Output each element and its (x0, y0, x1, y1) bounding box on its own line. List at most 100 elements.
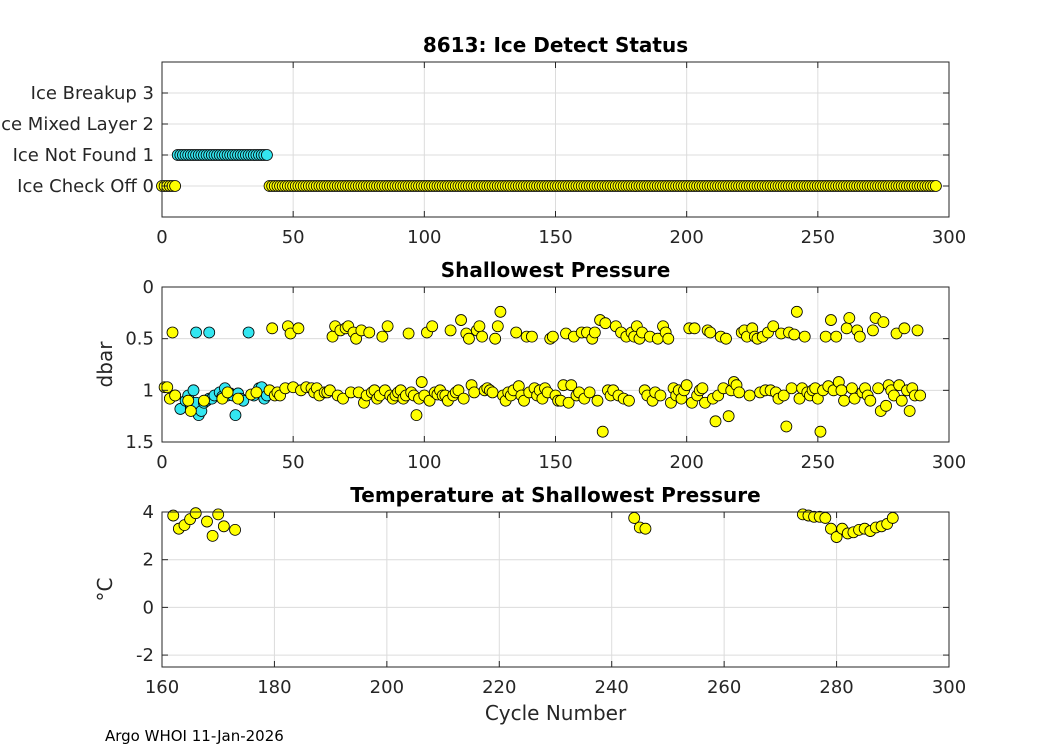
ice-detect-status-panel: 0 50 100 150 200 250 300 Ice Check Off 0 Ice Not… (0, 33, 966, 248)
data-point (376, 330, 389, 343)
plot-area (162, 512, 949, 667)
x-tick-label: 50 (282, 452, 305, 473)
y-tick-label: Ice Mixed Layer 2 (0, 114, 154, 135)
data-point (203, 326, 216, 339)
data-point (167, 509, 180, 522)
data-point (838, 394, 850, 407)
data-point (363, 326, 376, 339)
data-point (565, 379, 578, 392)
data-point (788, 328, 801, 341)
data-point (780, 420, 793, 433)
data-point (864, 394, 877, 407)
x-tick-label: 0 (156, 452, 167, 473)
data-point (583, 386, 596, 399)
data-point (489, 332, 502, 345)
data-point (198, 394, 210, 407)
data-point (819, 512, 832, 524)
data-point (662, 332, 675, 345)
data-point (169, 389, 182, 402)
y-tick-label: -2 (136, 645, 154, 666)
panel-title: Temperature at Shallowest Pressure (350, 483, 760, 507)
data-point (867, 324, 879, 337)
data-point (654, 389, 667, 402)
data-point (767, 320, 780, 333)
data-point (743, 389, 756, 402)
data-point (777, 389, 790, 402)
data-point (843, 312, 856, 324)
data-point (266, 322, 279, 335)
y-tick-label: 2 (143, 550, 154, 571)
data-point (423, 394, 436, 407)
x-tick-label: 100 (407, 227, 441, 248)
data-point (217, 520, 230, 533)
data-point (261, 149, 273, 161)
temperature-panel: 160 180 200 220 240 260 280 300 -2 0 2 4 Temperature… (93, 483, 966, 725)
data-point (468, 386, 481, 399)
data-point (189, 507, 202, 520)
data-point (169, 180, 182, 192)
data-point (785, 382, 798, 395)
y-tick-label: Ice Check Off 0 (17, 176, 154, 197)
x-tick-label: 150 (538, 227, 572, 248)
data-point (688, 322, 701, 335)
data-point (588, 326, 601, 339)
data-point (853, 330, 866, 343)
data-point (596, 425, 609, 438)
data-point (628, 512, 641, 524)
x-axis-label: Cycle Number (485, 701, 627, 725)
data-point (825, 314, 837, 326)
y-tick-label: 4 (143, 502, 154, 523)
data-point (591, 394, 604, 407)
data-point (929, 180, 942, 192)
y-tick-label: 1.5 (125, 432, 154, 453)
x-tick-label: 0 (156, 227, 167, 248)
data-point (221, 386, 234, 399)
data-point (518, 394, 530, 407)
data-point (898, 322, 911, 335)
data-point (720, 332, 732, 345)
data-point (402, 327, 415, 340)
data-point (457, 392, 470, 405)
data-point (680, 379, 693, 392)
data-point (486, 386, 499, 399)
data-point (410, 409, 423, 422)
x-tick-label: 300 (932, 677, 966, 698)
data-point (452, 384, 465, 397)
x-tick-label: 50 (282, 227, 305, 248)
axes-box (161, 511, 950, 668)
data-point (819, 330, 832, 343)
data-point (350, 332, 363, 345)
x-tick-label: 250 (801, 227, 835, 248)
data-point (510, 326, 523, 339)
x-tick-label: 160 (145, 677, 179, 698)
y-tick-label: 0 (143, 597, 154, 618)
x-tick-label: 200 (669, 227, 703, 248)
footer-credit: Argo WHOI 11-Jan-2026 (105, 727, 284, 745)
data-points (156, 149, 942, 192)
data-point (229, 523, 241, 536)
data-point (463, 332, 475, 345)
data-point (811, 392, 824, 405)
data-point (415, 376, 428, 388)
data-point (190, 326, 203, 339)
data-point (846, 382, 858, 395)
data-point (455, 314, 467, 326)
y-tick-label: 0.5 (125, 329, 154, 350)
data-point (830, 531, 843, 543)
data-point (623, 394, 635, 407)
data-point (166, 326, 179, 339)
panel-title: 8613: Ice Detect Status (423, 33, 688, 57)
data-point (903, 405, 916, 417)
data-point (639, 522, 652, 535)
data-point (444, 324, 457, 337)
data-point (206, 529, 219, 542)
data-point (184, 405, 197, 417)
y-axis-label: °C (93, 578, 117, 602)
data-point (709, 415, 722, 428)
data-point (895, 394, 908, 407)
data-point (790, 305, 803, 318)
data-point (381, 320, 394, 333)
x-tick-label: 180 (257, 677, 291, 698)
data-point (161, 381, 174, 394)
